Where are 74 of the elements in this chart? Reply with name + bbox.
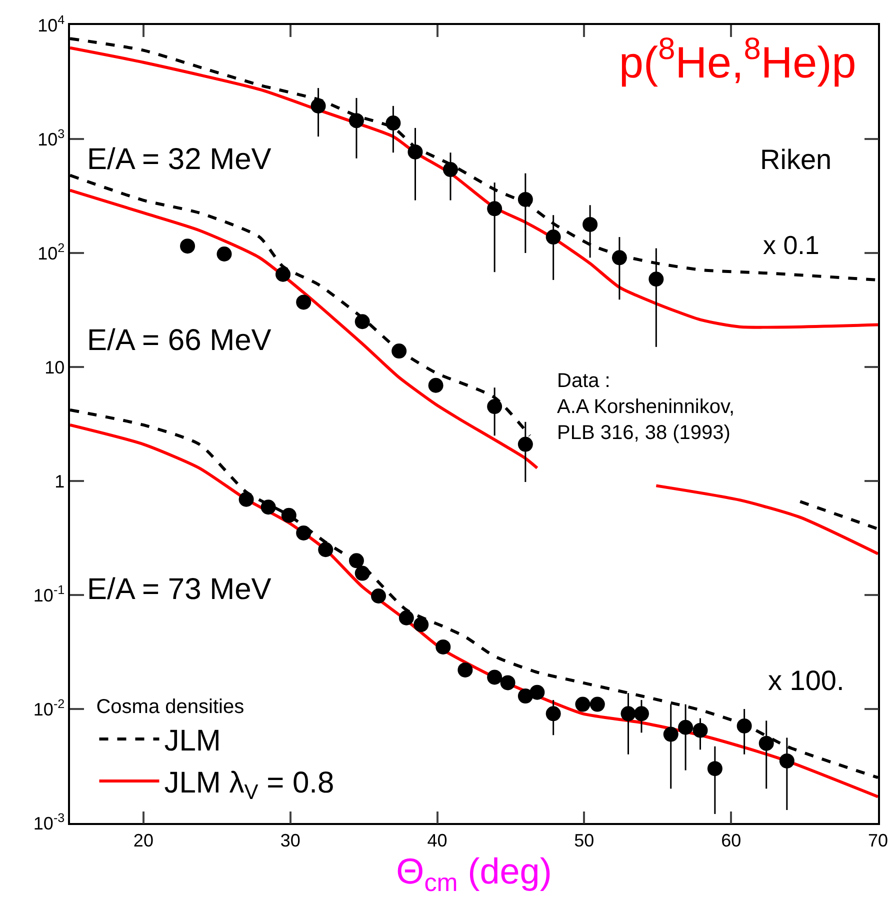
point — [518, 688, 533, 704]
annotation: E/A = 32 MeV — [87, 143, 272, 176]
point — [318, 542, 334, 558]
point — [634, 706, 649, 722]
point — [348, 113, 364, 128]
point — [546, 706, 561, 722]
point — [678, 720, 694, 735]
x-tick-label: 40 — [427, 830, 448, 850]
point — [487, 399, 502, 414]
y-tick-label: 10$^{4}$ — [38, 12, 65, 36]
point — [276, 266, 291, 282]
point — [348, 553, 364, 568]
legend-label: JLM — [164, 724, 221, 758]
point — [546, 230, 561, 245]
x-axis-title: Θ$_{cm}$ (deg) — [396, 850, 552, 897]
annotation: x 0.1 — [763, 230, 820, 260]
point — [281, 508, 296, 523]
point — [575, 696, 590, 712]
point — [779, 753, 794, 768]
point — [648, 272, 664, 287]
point — [518, 436, 533, 452]
point — [487, 670, 502, 685]
point — [260, 500, 276, 515]
point — [487, 201, 502, 216]
y-tick-label: 10 — [44, 357, 65, 378]
point — [398, 610, 414, 626]
point — [354, 566, 370, 581]
annotation: p($^{8}$He,$^{8}$He)p — [619, 31, 856, 88]
point — [663, 726, 678, 742]
point — [354, 314, 370, 330]
point — [590, 696, 605, 712]
point — [408, 144, 423, 160]
point — [428, 378, 444, 393]
annotation: x 100. — [768, 665, 844, 696]
legend-label: JLM λ$_{V}$ = 0.8 — [164, 766, 334, 804]
x-tick-label: 60 — [721, 830, 742, 850]
x-tick-label: 50 — [574, 830, 594, 850]
legend-title: Cosma densities — [96, 696, 244, 718]
point — [180, 238, 196, 254]
point — [620, 706, 636, 722]
y-tick-label: 1 — [54, 471, 65, 492]
annotation: Riken — [760, 144, 832, 175]
point — [296, 294, 312, 310]
point — [518, 192, 533, 207]
annotation: E/A = 66 MeV — [87, 324, 272, 357]
point — [612, 250, 627, 266]
point — [371, 588, 386, 604]
point — [386, 116, 401, 131]
point — [458, 662, 473, 678]
y-tick-label: 10$^{2}$ — [38, 240, 65, 264]
point — [758, 736, 774, 751]
y-tick-label: 10$^{-2}$ — [33, 696, 65, 720]
annotation: E/A = 73 MeV — [87, 573, 272, 606]
point — [296, 525, 312, 540]
point — [707, 761, 722, 776]
point — [414, 617, 429, 632]
point — [692, 722, 708, 738]
point — [442, 162, 458, 178]
point — [238, 492, 254, 507]
point — [310, 98, 326, 114]
point — [500, 675, 516, 690]
point — [436, 639, 451, 654]
x-tick-label: 70 — [868, 830, 888, 850]
point — [736, 718, 752, 734]
point — [392, 344, 407, 359]
y-tick-label: 10$^{3}$ — [38, 126, 65, 150]
annotation: Data : A.A Korsheninnikov, PLB 316, 38 (1993) — [557, 370, 735, 444]
point — [582, 216, 598, 232]
point — [216, 246, 232, 262]
x-tick-label: 30 — [280, 830, 300, 850]
point — [530, 684, 545, 700]
x-tick-label: 20 — [133, 830, 154, 850]
y-tick-label: 10$^{-3}$ — [33, 810, 65, 834]
y-tick-label: 10$^{-1}$ — [33, 582, 65, 606]
